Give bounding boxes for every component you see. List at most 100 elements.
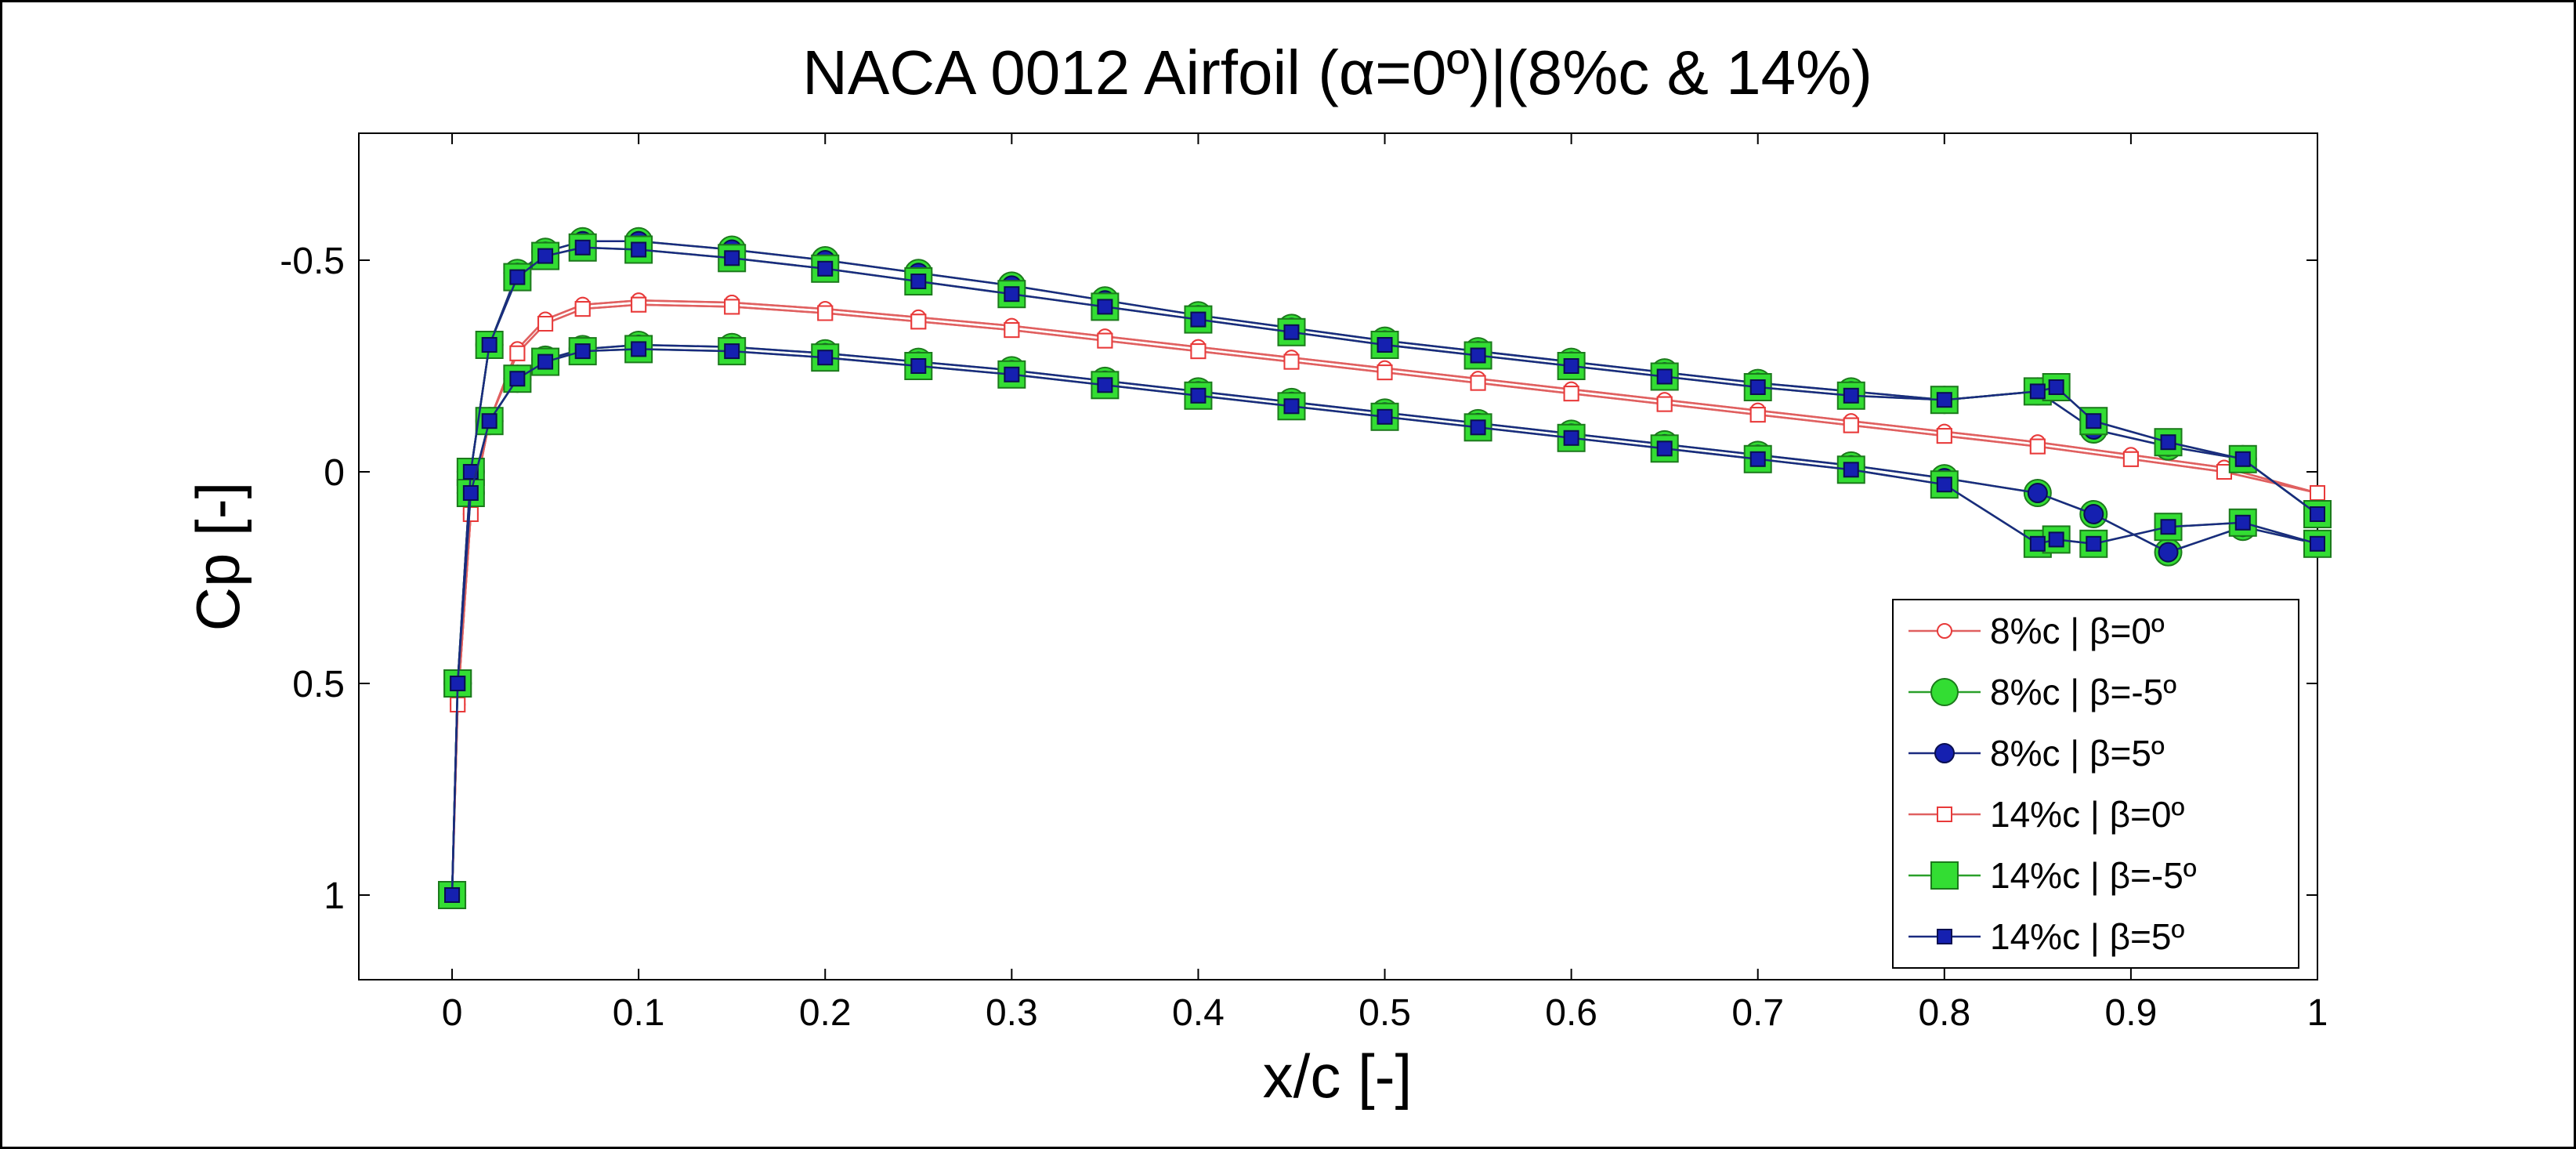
data-point	[910, 358, 927, 374]
data-point	[1843, 387, 1859, 404]
data-point	[1936, 392, 1952, 408]
y-tick-label: 0	[324, 452, 345, 494]
data-point	[817, 260, 834, 277]
data-point	[2234, 514, 2251, 531]
x-tick-label: 0.6	[1545, 992, 1597, 1034]
data-point	[724, 250, 740, 266]
data-point	[574, 343, 591, 360]
data-point	[1097, 299, 1113, 315]
data-point	[1283, 324, 1300, 340]
data-point	[509, 371, 526, 387]
data-point	[910, 274, 927, 289]
legend-marker	[1937, 623, 1952, 639]
data-point	[2083, 504, 2104, 524]
legend-marker	[1934, 743, 1955, 763]
data-point	[1377, 337, 1393, 353]
data-point	[2303, 500, 2332, 528]
series-4	[444, 296, 2325, 903]
x-tick-label: 0.3	[986, 992, 1038, 1034]
legend-label: 8%c | β=0º	[1990, 611, 2165, 651]
data-point	[1563, 386, 1579, 402]
x-tick-label: 0.2	[799, 992, 852, 1034]
data-point	[724, 343, 740, 360]
x-tick-label: 0.9	[2105, 992, 2158, 1034]
data-point	[2158, 542, 2179, 563]
data-point	[631, 341, 647, 357]
x-tick-label: 0.7	[1731, 992, 1784, 1034]
data-point	[1749, 407, 1766, 423]
chart-title: NACA 0012 Airfoil (α=0º)|(8%c & 14%)	[802, 38, 1872, 107]
data-point	[2048, 531, 2064, 548]
data-point	[1190, 311, 1207, 328]
x-tick-label: 1	[2307, 992, 2328, 1034]
data-point	[537, 248, 554, 264]
legend: 8%c | β=0º 8%c | β=-5º 8%c | β=5º 14%c | β=…	[1892, 599, 2299, 969]
data-point	[1470, 347, 1486, 364]
data-point	[2029, 535, 2046, 552]
data-point	[509, 345, 526, 361]
data-point	[574, 239, 591, 256]
data-point	[1190, 343, 1207, 360]
series-line-lower	[450, 348, 2318, 896]
data-point	[1749, 451, 1766, 467]
data-point	[2310, 506, 2325, 522]
legend-label: 14%c | β=-5º	[1990, 855, 2197, 896]
data-point	[509, 269, 526, 285]
data-point	[537, 316, 554, 332]
data-point	[1277, 392, 1306, 421]
data-point	[462, 485, 479, 501]
data-point	[1656, 440, 1673, 457]
data-point	[724, 299, 740, 315]
data-point	[2086, 413, 2102, 430]
data-point	[574, 301, 591, 317]
data-point	[2027, 483, 2048, 503]
data-point	[462, 464, 479, 480]
series-layer	[438, 227, 2332, 909]
y-tick-label: 1	[324, 875, 345, 917]
legend-box	[1892, 599, 2299, 969]
data-point	[2234, 451, 2251, 467]
data-point	[1843, 417, 1859, 433]
data-point	[1656, 396, 1673, 412]
data-point	[631, 296, 647, 313]
data-point	[1097, 332, 1113, 349]
data-point	[1283, 353, 1300, 370]
data-point	[1563, 358, 1579, 374]
data-point	[1563, 430, 1579, 446]
data-point	[450, 676, 466, 691]
x-tick-label: 0.4	[1172, 992, 1225, 1034]
data-point	[1843, 462, 1859, 478]
legend-marker	[1937, 929, 1952, 944]
legend-marker	[1930, 678, 1959, 706]
data-point	[2310, 485, 2325, 501]
x-tick-label: 0.5	[1359, 992, 1411, 1034]
x-axis-label: x/c [-]	[1263, 1042, 1413, 1111]
legend-label: 14%c | β=5º	[1990, 916, 2184, 957]
axis-ticks: 0 0.1 0.2 0.3 0.4 0.5 0.6 0.7 0.8 0.9 1 -0.5 0 0.5 1	[280, 133, 2328, 1034]
data-point	[1004, 286, 1020, 303]
legend-label: 14%c | β=0º	[1990, 794, 2184, 835]
data-point	[2086, 535, 2102, 552]
data-point	[2310, 535, 2325, 552]
x-tick-label: 0.8	[1918, 992, 1970, 1034]
data-point	[1936, 477, 1952, 493]
data-point	[444, 887, 461, 903]
data-point	[2122, 451, 2139, 467]
data-point	[2160, 434, 2176, 451]
data-point	[1470, 419, 1486, 436]
data-point	[1004, 366, 1020, 382]
series-6	[444, 239, 2325, 903]
data-point	[1377, 408, 1393, 425]
data-point	[1470, 375, 1486, 391]
data-point	[817, 350, 834, 366]
data-point	[2303, 529, 2332, 558]
data-point	[1004, 322, 1020, 339]
data-point	[1097, 377, 1113, 393]
data-point	[2029, 438, 2046, 455]
data-point	[2048, 379, 2064, 395]
data-point	[910, 314, 927, 330]
data-point	[481, 337, 497, 353]
x-tick-label: 0	[442, 992, 463, 1034]
y-tick-label: 0.5	[292, 664, 345, 705]
